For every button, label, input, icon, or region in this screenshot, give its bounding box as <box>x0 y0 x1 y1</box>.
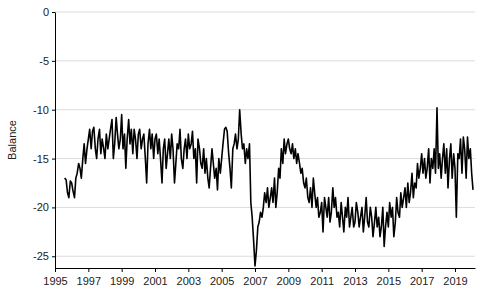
y-tick-mark <box>52 12 55 13</box>
x-tick: 2019 <box>443 268 467 287</box>
x-tick-mark <box>122 268 123 272</box>
x-tick-mark <box>388 268 389 272</box>
x-tick-label: 2003 <box>177 275 201 287</box>
x-tick: 2015 <box>377 268 401 287</box>
x-tick-label: 1999 <box>110 275 134 287</box>
x-tick-label: 2001 <box>143 275 167 287</box>
y-tick: -25 <box>33 250 55 262</box>
y-tick-label: -5 <box>39 55 49 67</box>
x-tick-mark <box>188 268 189 272</box>
x-tick-mark <box>422 268 423 272</box>
line <box>65 108 473 266</box>
plot-area: 1995 1997 1999 2001 2003 2005 2007 2009 2011 2013… <box>33 6 475 287</box>
x-tick-label: 2007 <box>243 275 267 287</box>
x-tick-mark <box>255 268 256 272</box>
x-tick: 1997 <box>77 268 101 287</box>
x-tick-label: 2019 <box>443 275 467 287</box>
grid-line <box>55 109 475 110</box>
x-tick-label: 1997 <box>77 275 101 287</box>
y-tick-mark <box>52 207 55 208</box>
y-tick: -20 <box>33 201 55 213</box>
y-tick: -15 <box>33 153 55 165</box>
x-tick: 2013 <box>343 268 367 287</box>
x-tick-mark <box>55 268 56 272</box>
chart: 1995 1997 1999 2001 2003 2005 2007 2009 2011 2013… <box>0 0 491 302</box>
x-tick: 2005 <box>210 268 234 287</box>
x-tick: 2003 <box>177 268 201 287</box>
x-tick: 2011 <box>310 268 334 287</box>
y-tick: -5 <box>39 55 55 67</box>
grid-line <box>55 256 475 257</box>
y-tick-mark <box>52 159 55 160</box>
x-tick-label: 2009 <box>277 275 301 287</box>
x-tick: 1999 <box>110 268 134 287</box>
x-tick-mark <box>322 268 323 272</box>
x-tick: 2017 <box>410 268 434 287</box>
x-tick-mark <box>288 268 289 272</box>
x-tick: 2009 <box>277 268 301 287</box>
y-tick-mark <box>52 61 55 62</box>
grid-line <box>55 60 475 61</box>
x-tick-mark <box>88 268 89 272</box>
y-axis: 0 -5 -10 -15 -20 -25 <box>33 6 55 268</box>
x-axis: 1995 1997 1999 2001 2003 2005 2007 2009 2011 2013… <box>43 268 475 287</box>
series <box>65 108 473 266</box>
y-axis-title: Balance <box>6 120 18 160</box>
grid-line <box>55 12 475 13</box>
y-tick-mark <box>52 110 55 111</box>
x-tick: 2007 <box>243 268 267 287</box>
y-tick-mark <box>52 256 55 257</box>
x-tick: 2001 <box>143 268 167 287</box>
y-tick-label: -25 <box>33 250 49 262</box>
y-tick: 0 <box>43 6 55 18</box>
grid-line <box>55 158 475 159</box>
y-axis-line <box>55 13 56 269</box>
x-tick-label: 2013 <box>343 275 367 287</box>
x-tick-label: 2015 <box>377 275 401 287</box>
x-tick-label: 2017 <box>410 275 434 287</box>
x-tick-label: 2011 <box>310 275 334 287</box>
grid-line <box>55 207 475 208</box>
y-tick-label: -15 <box>33 153 49 165</box>
x-tick-mark <box>455 268 456 272</box>
x-tick-mark <box>155 268 156 272</box>
x-axis-line <box>56 268 476 269</box>
y-tick-label: -10 <box>33 104 49 116</box>
y-tick-label: 0 <box>43 6 49 18</box>
y-tick: -10 <box>33 104 55 116</box>
y-tick-label: -20 <box>33 201 49 213</box>
x-tick-mark <box>222 268 223 272</box>
x-tick: 1995 <box>43 268 67 287</box>
x-tick-mark <box>355 268 356 272</box>
x-tick-label: 2005 <box>210 275 234 287</box>
x-tick-label: 1995 <box>43 275 67 287</box>
